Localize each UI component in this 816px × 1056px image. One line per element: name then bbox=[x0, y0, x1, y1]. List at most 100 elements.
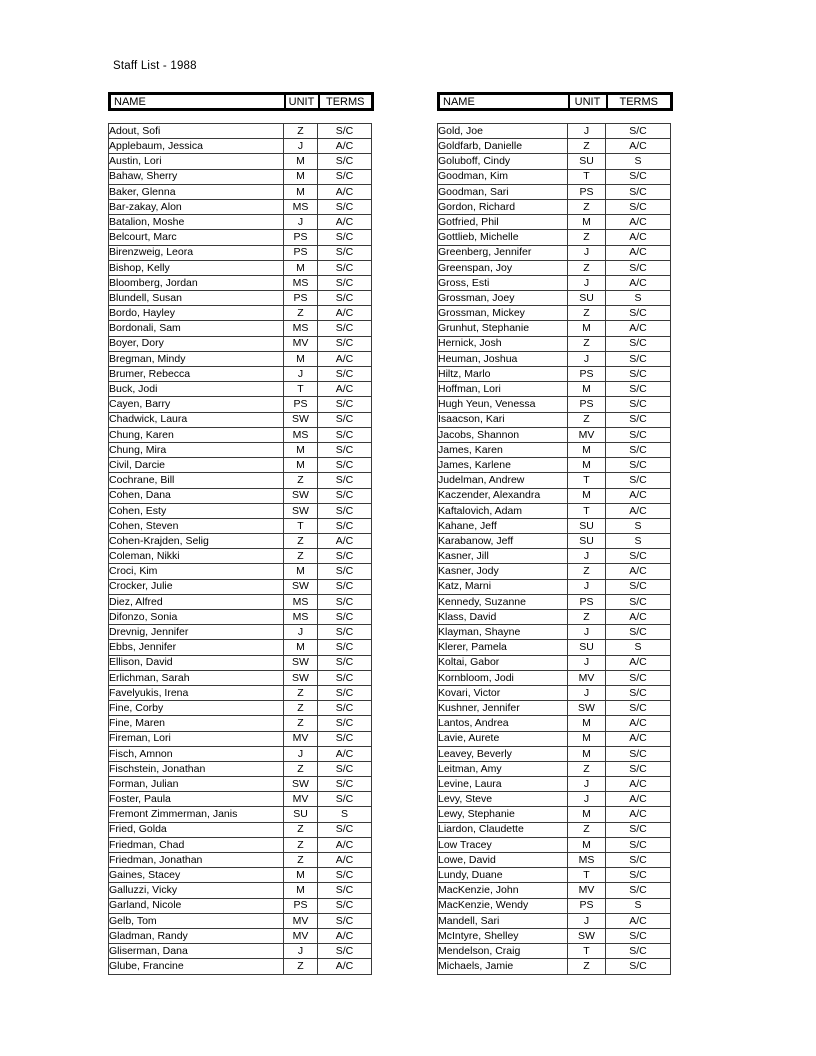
name-cell: Chung, Mira bbox=[108, 441, 284, 459]
terms-cell: S/C bbox=[605, 381, 671, 398]
terms-cell: S/C bbox=[605, 882, 671, 899]
table-row: Hernick, Josh Z S/C bbox=[437, 335, 671, 352]
name-cell: Kaftalovich, Adam bbox=[437, 502, 568, 519]
name-cell: Kasner, Jody bbox=[437, 563, 568, 580]
unit-cell: J bbox=[567, 912, 606, 929]
terms-cell: A/C bbox=[605, 654, 671, 671]
table-row: Bloomberg, Jordan MS S/C bbox=[108, 274, 372, 292]
terms-cell: A/C bbox=[605, 715, 671, 732]
unit-cell: Z bbox=[283, 548, 318, 565]
table-row: Grossman, Mickey Z S/C bbox=[437, 305, 671, 322]
table-row: Kushner, Jennifer SW S/C bbox=[437, 700, 671, 717]
name-cell: Goluboff, Cindy bbox=[437, 153, 568, 170]
name-cell: Fischstein, Jonathan bbox=[108, 760, 284, 778]
unit-cell: SW bbox=[283, 411, 318, 428]
terms-cell: A/C bbox=[605, 274, 671, 292]
terms-cell: S/C bbox=[605, 624, 671, 641]
name-cell: Lowe, David bbox=[437, 851, 568, 869]
table-row: Croci, Kim M S/C bbox=[108, 563, 372, 580]
unit-cell: Z bbox=[567, 608, 606, 626]
terms-cell: S/C bbox=[317, 700, 372, 717]
terms-cell: A/C bbox=[605, 806, 671, 823]
column-header-unit: UNIT bbox=[283, 92, 320, 111]
name-cell: Isaacson, Kari bbox=[437, 411, 568, 428]
unit-cell: PS bbox=[283, 244, 318, 261]
column-header-name: NAME bbox=[437, 92, 570, 111]
name-cell: Garland, Nicole bbox=[108, 897, 284, 914]
table-row: Bregman, Mindy M A/C bbox=[108, 350, 372, 368]
terms-cell: S/C bbox=[317, 897, 372, 914]
unit-cell: J bbox=[567, 654, 606, 671]
table-row: Judelman, Andrew T S/C bbox=[437, 472, 671, 489]
terms-cell: A/C bbox=[317, 958, 372, 975]
table-row: Hoffman, Lori M S/C bbox=[437, 381, 671, 398]
table-row: Bahaw, Sherry M S/C bbox=[108, 168, 372, 185]
name-cell: Greenberg, Jennifer bbox=[437, 244, 568, 261]
unit-cell: J bbox=[567, 578, 606, 595]
unit-cell: Z bbox=[283, 958, 318, 975]
table-row: Kovari, Victor J S/C bbox=[437, 684, 671, 702]
terms-cell: S/C bbox=[605, 183, 671, 200]
terms-cell: A/C bbox=[605, 487, 671, 504]
name-cell: Cochrane, Bill bbox=[108, 472, 284, 489]
name-cell: Gaines, Stacey bbox=[108, 867, 284, 884]
table-row: Klerer, Pamela SU S bbox=[437, 639, 671, 656]
terms-cell: S/C bbox=[317, 198, 372, 216]
terms-cell: S/C bbox=[317, 608, 372, 626]
name-cell: Fried, Golda bbox=[108, 821, 284, 838]
unit-cell: M bbox=[567, 836, 606, 854]
table-row: Brumer, Rebecca J S/C bbox=[108, 365, 372, 383]
table-row: Levine, Laura J A/C bbox=[437, 776, 671, 793]
column-header-name: NAME bbox=[108, 92, 286, 111]
name-cell: Boyer, Dory bbox=[108, 335, 284, 352]
table-row: Friedman, Jonathan Z A/C bbox=[108, 851, 372, 869]
name-cell: Klerer, Pamela bbox=[437, 639, 568, 656]
name-cell: Greenspan, Joy bbox=[437, 259, 568, 276]
terms-cell: S/C bbox=[605, 259, 671, 276]
unit-cell: M bbox=[283, 153, 318, 170]
name-cell: Lavie, Aurete bbox=[437, 730, 568, 747]
name-cell: Liardon, Claudette bbox=[437, 821, 568, 838]
name-cell: Lewy, Stephanie bbox=[437, 806, 568, 823]
terms-cell: S/C bbox=[605, 198, 671, 216]
table-row: Katz, Marni J S/C bbox=[437, 578, 671, 595]
unit-cell: PS bbox=[283, 229, 318, 246]
name-cell: Croci, Kim bbox=[108, 563, 284, 580]
table-row: Difonzo, Sonia MS S/C bbox=[108, 608, 372, 626]
name-cell: Foster, Paula bbox=[108, 791, 284, 808]
unit-cell: MV bbox=[283, 912, 318, 929]
terms-cell: A/C bbox=[605, 730, 671, 747]
terms-cell: S/C bbox=[317, 168, 372, 185]
table-row: MacKenzie, John MV S/C bbox=[437, 882, 671, 899]
table-row: Gelb, Tom MV S/C bbox=[108, 912, 372, 929]
terms-cell: S/C bbox=[605, 836, 671, 854]
name-cell: Cohen, Dana bbox=[108, 487, 284, 504]
name-cell: Friedman, Chad bbox=[108, 836, 284, 854]
unit-cell: J bbox=[567, 791, 606, 808]
name-cell: Lantos, Andrea bbox=[437, 715, 568, 732]
unit-cell: T bbox=[283, 517, 318, 535]
table-row: Foster, Paula MV S/C bbox=[108, 791, 372, 808]
unit-cell: T bbox=[567, 168, 606, 185]
name-cell: Fine, Corby bbox=[108, 700, 284, 717]
unit-cell: M bbox=[283, 457, 318, 474]
table-row: Gold, Joe J S/C bbox=[437, 122, 671, 140]
unit-cell: MV bbox=[283, 927, 318, 945]
terms-cell: S/C bbox=[605, 548, 671, 565]
name-cell: Hugh Yeun, Venessa bbox=[437, 396, 568, 413]
table-row: Buck, Jodi T A/C bbox=[108, 381, 372, 398]
table-row: Mandell, Sari J A/C bbox=[437, 912, 671, 929]
terms-cell: S/C bbox=[317, 715, 372, 732]
table-row: Lundy, Duane T S/C bbox=[437, 867, 671, 884]
table-row: Chadwick, Laura SW S/C bbox=[108, 411, 372, 428]
unit-cell: MV bbox=[283, 730, 318, 747]
table-row: Cohen-Krajden, Selig Z A/C bbox=[108, 533, 372, 550]
terms-cell: S/C bbox=[317, 593, 372, 611]
table-row: Ebbs, Jennifer M S/C bbox=[108, 639, 372, 656]
table-row: Applebaum, Jessica J A/C bbox=[108, 138, 372, 155]
name-cell: Grunhut, Stephanie bbox=[437, 320, 568, 337]
table-row: Fischstein, Jonathan Z S/C bbox=[108, 760, 372, 778]
table-row: Chung, Karen MS S/C bbox=[108, 426, 372, 443]
unit-cell: PS bbox=[567, 897, 606, 914]
name-cell: Kornbloom, Jodi bbox=[437, 669, 568, 686]
